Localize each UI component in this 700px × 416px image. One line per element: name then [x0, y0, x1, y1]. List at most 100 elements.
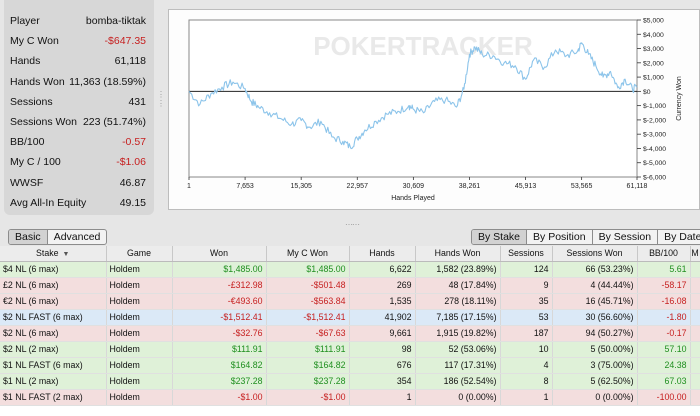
cell-mycwon: -$1,512.41	[266, 309, 350, 326]
cell-mycwon: -$501.48	[266, 277, 350, 294]
vertical-splitter-grip[interactable]: ⋮ ⋮	[157, 90, 165, 108]
cell-sessionswon: 5 (50.00%)	[552, 341, 638, 358]
cell-sessionswon: 94 (50.27%)	[552, 325, 638, 342]
cell-stake: $4 NL (6 max)	[0, 261, 107, 278]
x-tick-label: 61,118	[627, 183, 648, 190]
y-tick-label: $-4,000	[643, 146, 666, 153]
tab-by-date[interactable]: By Date	[664, 231, 700, 243]
tab-basic[interactable]: Basic	[9, 230, 48, 244]
cell-bb100: -16.08	[637, 293, 691, 310]
y-tick-label: $4,000	[643, 32, 664, 39]
tab-advanced[interactable]: Advanced	[53, 231, 101, 243]
cell-bb100: -0.17	[637, 325, 691, 342]
cell-hands: 676	[349, 357, 416, 374]
cell-won: -$32.76	[172, 325, 267, 342]
y-tick-label: $-2,000	[643, 117, 666, 124]
stat-value: 11,363 (18.59%)	[69, 75, 146, 88]
cell-empty	[690, 309, 700, 326]
stat-label: Hands Won	[10, 75, 65, 88]
column-header[interactable]: M	[690, 246, 700, 262]
table-body: $4 NL (6 max) Holdem $1,485.00 $1,485.00 6,6…	[0, 261, 700, 406]
y-tick-label: $2,000	[643, 60, 664, 67]
cell-stake: €2 NL (6 max)	[0, 293, 107, 310]
tab-by-position[interactable]: By Position	[527, 230, 593, 244]
x-tick-label: 7,653	[236, 183, 254, 190]
table-row[interactable]: $2 NL (6 max) Holdem -$32.76 -$67.63 9,661 1,…	[0, 325, 700, 342]
tab-by-session[interactable]: By Session	[593, 230, 659, 244]
column-header-label: M	[691, 248, 699, 259]
stat-row: WWSF 46.87	[10, 174, 146, 192]
cell-empty	[690, 373, 700, 390]
cell-bb100: 5.61	[637, 261, 691, 278]
table-row[interactable]: $4 NL (6 max) Holdem $1,485.00 $1,485.00 6,6…	[0, 261, 700, 278]
cell-game: Holdem	[106, 325, 173, 342]
cell-hands: 1,535	[349, 293, 416, 310]
column-header-label: My C Won	[287, 248, 328, 259]
stat-row: BB/100 -0.57	[10, 133, 146, 151]
y-tick-label: $0	[643, 89, 651, 96]
stat-value: 49.15	[119, 196, 146, 209]
table-header-row: Stake ▼ Game Won My C Won Hands Hands Won Sessi…	[0, 246, 700, 262]
table-row[interactable]: $2 NL (2 max) Holdem $111.91 $111.91 98 52 (5…	[0, 341, 700, 358]
cell-mycwon: -$1.00	[266, 389, 350, 406]
y-tick-label: $-3,000	[643, 132, 666, 139]
table-row[interactable]: $1 NL FAST (2 max) Holdem -$1.00 -$1.00 1 0 (…	[0, 389, 700, 406]
column-header[interactable]: Hands	[349, 246, 416, 262]
stat-value: 46.87	[119, 176, 146, 189]
cell-hands: 269	[349, 277, 416, 294]
cell-game: Holdem	[106, 373, 173, 390]
y-tick-label: $-6,000	[643, 175, 666, 182]
column-header-label: Hands Won	[434, 248, 481, 259]
results-table: Stake ▼ Game Won My C Won Hands Hands Won Sessi…	[0, 246, 700, 406]
cell-handswon: 0 (0.00%)	[415, 389, 501, 406]
column-header[interactable]: Sessions	[500, 246, 553, 262]
cell-mycwon: $111.91	[266, 341, 350, 358]
cell-game: Holdem	[106, 341, 173, 358]
column-header[interactable]: Stake ▼	[0, 246, 107, 262]
stat-label: Sessions Won	[10, 116, 77, 128]
horizontal-splitter-grip[interactable]: ⋯⋯	[345, 220, 360, 229]
stat-row: Hands 61,118	[10, 52, 146, 70]
cell-sessions: 1	[500, 389, 553, 406]
cell-sessionswon: 3 (75.00%)	[552, 357, 638, 374]
y-tick-label: $1,000	[643, 75, 664, 82]
stats-panel: Player bomba-tiktak My C Won -$647.35 Hands 6…	[4, 0, 154, 215]
table-row[interactable]: $2 NL FAST (6 max) Holdem -$1,512.41 -$1,51…	[0, 309, 700, 326]
cell-mycwon: -$563.84	[266, 293, 350, 310]
table-row[interactable]: $1 NL FAST (6 max) Holdem $164.82 $164.82 67…	[0, 357, 700, 374]
cell-sessions: 35	[500, 293, 553, 310]
stat-label: WWSF	[10, 176, 44, 189]
table-row[interactable]: $1 NL (2 max) Holdem $237.28 $237.28 354 186 …	[0, 373, 700, 390]
column-header[interactable]: BB/100	[637, 246, 691, 262]
cell-mycwon: -$67.63	[266, 325, 350, 342]
cell-bb100: -58.17	[637, 277, 691, 294]
cell-won: -€493.60	[172, 293, 267, 310]
cell-stake: $1 NL FAST (6 max)	[0, 357, 107, 374]
cell-bb100: 67.03	[637, 373, 691, 390]
tab-by-stake[interactable]: By Stake	[472, 230, 528, 244]
column-header-label: Stake	[36, 248, 59, 259]
cell-game: Holdem	[106, 357, 173, 374]
cell-handswon: 278 (18.11%)	[415, 293, 501, 310]
column-header[interactable]: Hands Won	[415, 246, 501, 262]
table-row[interactable]: €2 NL (6 max) Holdem -€493.60 -$563.84 1,535…	[0, 293, 700, 310]
x-tick-label: 15,305	[290, 183, 312, 190]
column-header[interactable]: Won	[172, 246, 267, 262]
cell-game: Holdem	[106, 309, 173, 326]
cell-mycwon: $1,485.00	[266, 261, 350, 278]
column-header[interactable]: My C Won	[266, 246, 350, 262]
cell-game: Holdem	[106, 389, 173, 406]
cell-stake: $1 NL (2 max)	[0, 373, 107, 390]
cell-won: -£312.98	[172, 277, 267, 294]
column-header[interactable]: Sessions Won	[552, 246, 638, 262]
view-mode-tabs: Basic Advanced	[8, 229, 108, 245]
stat-row: Hands Won 11,363 (18.59%)	[10, 73, 146, 91]
column-header[interactable]: Game	[106, 246, 173, 262]
cell-handswon: 117 (17.31%)	[415, 357, 501, 374]
table-row[interactable]: £2 NL (6 max) Holdem -£312.98 -$501.48 269 48…	[0, 277, 700, 294]
stat-value: 223 (51.74%)	[82, 116, 146, 128]
cell-mycwon: $164.82	[266, 357, 350, 374]
cell-empty	[690, 277, 700, 294]
y-tick-label: $3,000	[643, 46, 664, 53]
y-tick-label: $-5,000	[643, 160, 666, 167]
